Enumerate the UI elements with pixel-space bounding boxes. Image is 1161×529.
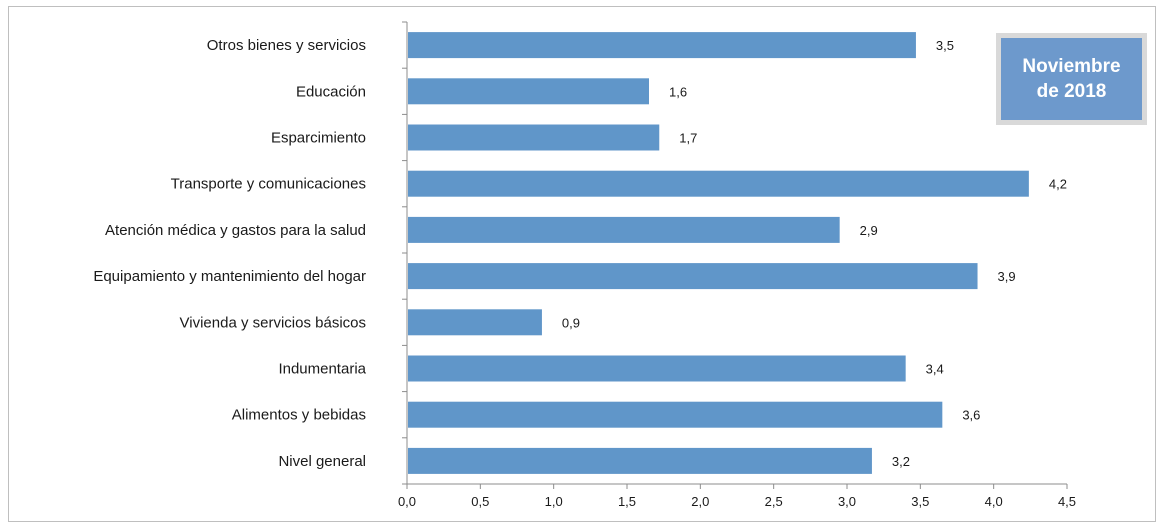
bar [408,78,649,105]
bar [408,124,660,151]
data-label: 3,5 [936,38,954,53]
x-tick-label: 2,5 [765,494,783,509]
x-tick-label: 1,0 [545,494,563,509]
category-label: Alimentos y bebidas [232,407,366,424]
data-label: 2,9 [860,223,878,238]
bar [408,170,1029,197]
data-label: 3,2 [892,454,910,469]
category-label: Indumentaria [278,361,366,378]
bar [408,355,906,382]
bar [408,216,840,243]
data-label: 3,6 [962,408,980,423]
x-tick-label: 0,5 [471,494,489,509]
labels-layer: 0,0 0,5 1,0 1,5 2,0 2,5 3,0 3,5 4,0 4,5 Otros bien… [93,37,1076,509]
x-tick-label: 3,0 [838,494,856,509]
data-label: 4,2 [1049,177,1067,192]
bar [408,32,916,59]
category-label: Otros bienes y servicios [207,37,366,54]
period-badge-month: Noviembre [1022,56,1121,77]
category-label: Atención médica y gastos para la salud [105,222,366,239]
data-label: 0,9 [562,315,580,330]
period-badge: Noviembre de 2018 [996,33,1147,125]
category-label: Nivel general [278,453,366,470]
x-tick-label: 2,0 [691,494,709,509]
data-label: 3,9 [998,269,1016,284]
data-label: 3,4 [926,362,944,377]
bar [408,401,943,428]
category-label: Vivienda y servicios básicos [180,314,366,331]
x-tick-label: 4,0 [985,494,1003,509]
x-tick-label: 4,5 [1058,494,1076,509]
bar [408,309,542,336]
data-label: 1,6 [669,84,687,99]
period-badge-inner: Noviembre de 2018 [1001,38,1142,120]
bars-layer [408,32,1029,474]
bar [408,263,978,290]
x-tick-label: 0,0 [398,494,416,509]
category-label: Equipamiento y mantenimiento del hogar [93,268,366,285]
x-tick-label: 3,5 [911,494,929,509]
category-label: Transporte y comunicaciones [171,176,366,193]
data-label: 1,7 [679,131,697,146]
category-label: Esparcimiento [271,130,366,147]
bar [408,447,872,474]
category-label: Educación [296,83,366,100]
axis-layer [402,21,1068,489]
x-tick-label: 1,5 [618,494,636,509]
period-badge-year: de 2018 [1036,81,1107,102]
